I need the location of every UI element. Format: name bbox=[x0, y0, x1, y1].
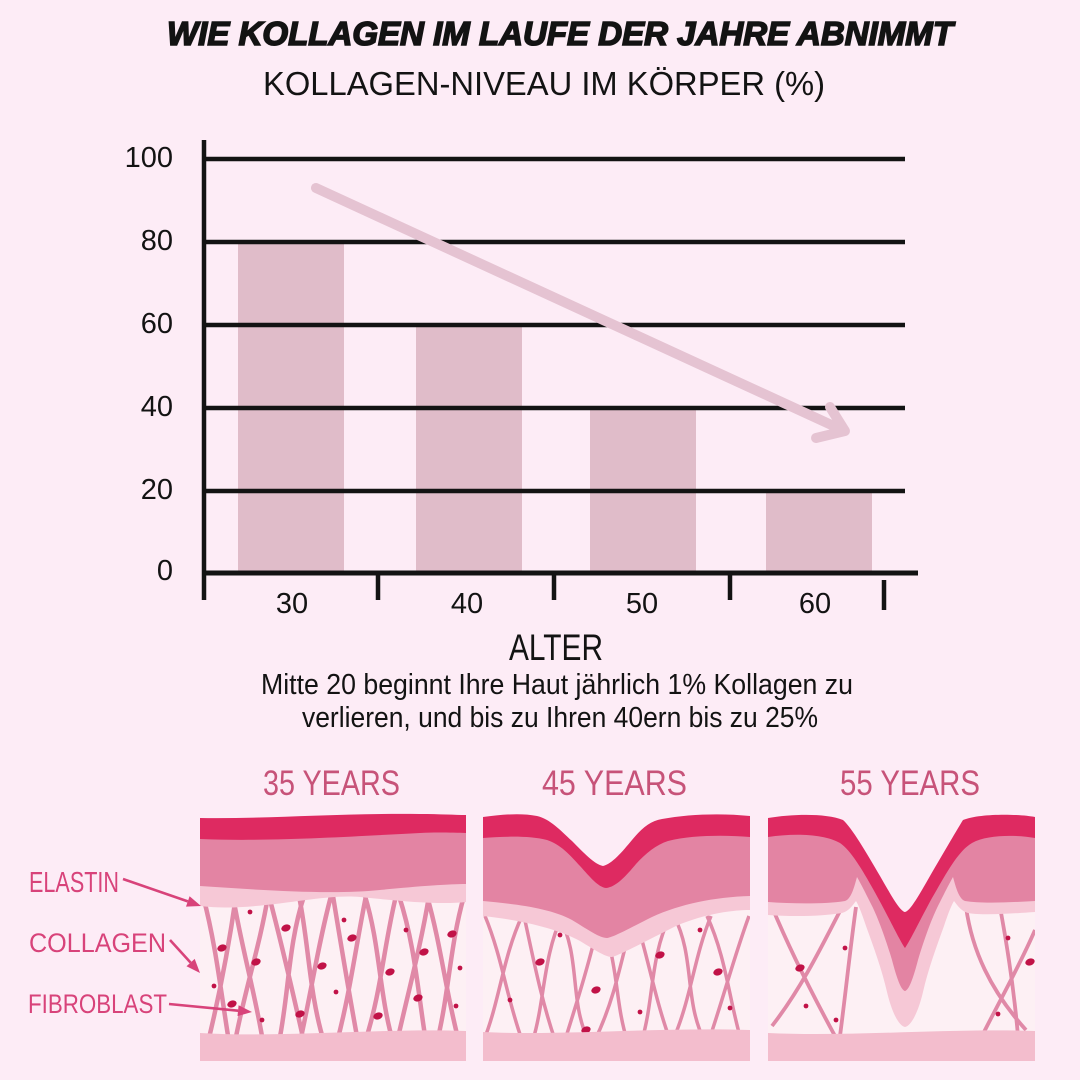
svg-text:ALTER: ALTER bbox=[509, 627, 603, 668]
svg-text:KOLLAGEN-NIVEAU IM KÖRPER (%): KOLLAGEN-NIVEAU IM KÖRPER (%) bbox=[263, 65, 825, 102]
svg-text:40: 40 bbox=[451, 588, 483, 620]
svg-text:WIE KOLLAGEN IM LAUFE DER JAHR: WIE KOLLAGEN IM LAUFE DER JAHRE ABNIMMT bbox=[167, 15, 956, 52]
svg-text:Mitte 20 beginnt Ihre Haut jäh: Mitte 20 beginnt Ihre Haut jährlich 1% K… bbox=[261, 669, 853, 701]
svg-text:FIBROBLAST: FIBROBLAST bbox=[28, 989, 167, 1019]
svg-text:80: 80 bbox=[141, 225, 173, 257]
svg-text:60: 60 bbox=[141, 308, 173, 340]
svg-text:35 YEARS: 35 YEARS bbox=[263, 764, 400, 803]
svg-text:100: 100 bbox=[125, 142, 173, 174]
svg-text:COLLAGEN: COLLAGEN bbox=[29, 928, 166, 958]
svg-text:20: 20 bbox=[141, 474, 173, 506]
svg-text:40: 40 bbox=[141, 391, 173, 423]
svg-text:50: 50 bbox=[626, 588, 658, 620]
svg-text:45 YEARS: 45 YEARS bbox=[542, 764, 687, 803]
svg-text:0: 0 bbox=[157, 555, 173, 587]
svg-text:30: 30 bbox=[276, 588, 308, 620]
svg-text:55 YEARS: 55 YEARS bbox=[840, 764, 980, 803]
svg-text:ELASTIN: ELASTIN bbox=[29, 867, 119, 899]
svg-text:verlieren, und bis zu Ihren 40: verlieren, und bis zu Ihren 40ern bis zu… bbox=[302, 702, 818, 734]
svg-text:60: 60 bbox=[799, 588, 831, 620]
